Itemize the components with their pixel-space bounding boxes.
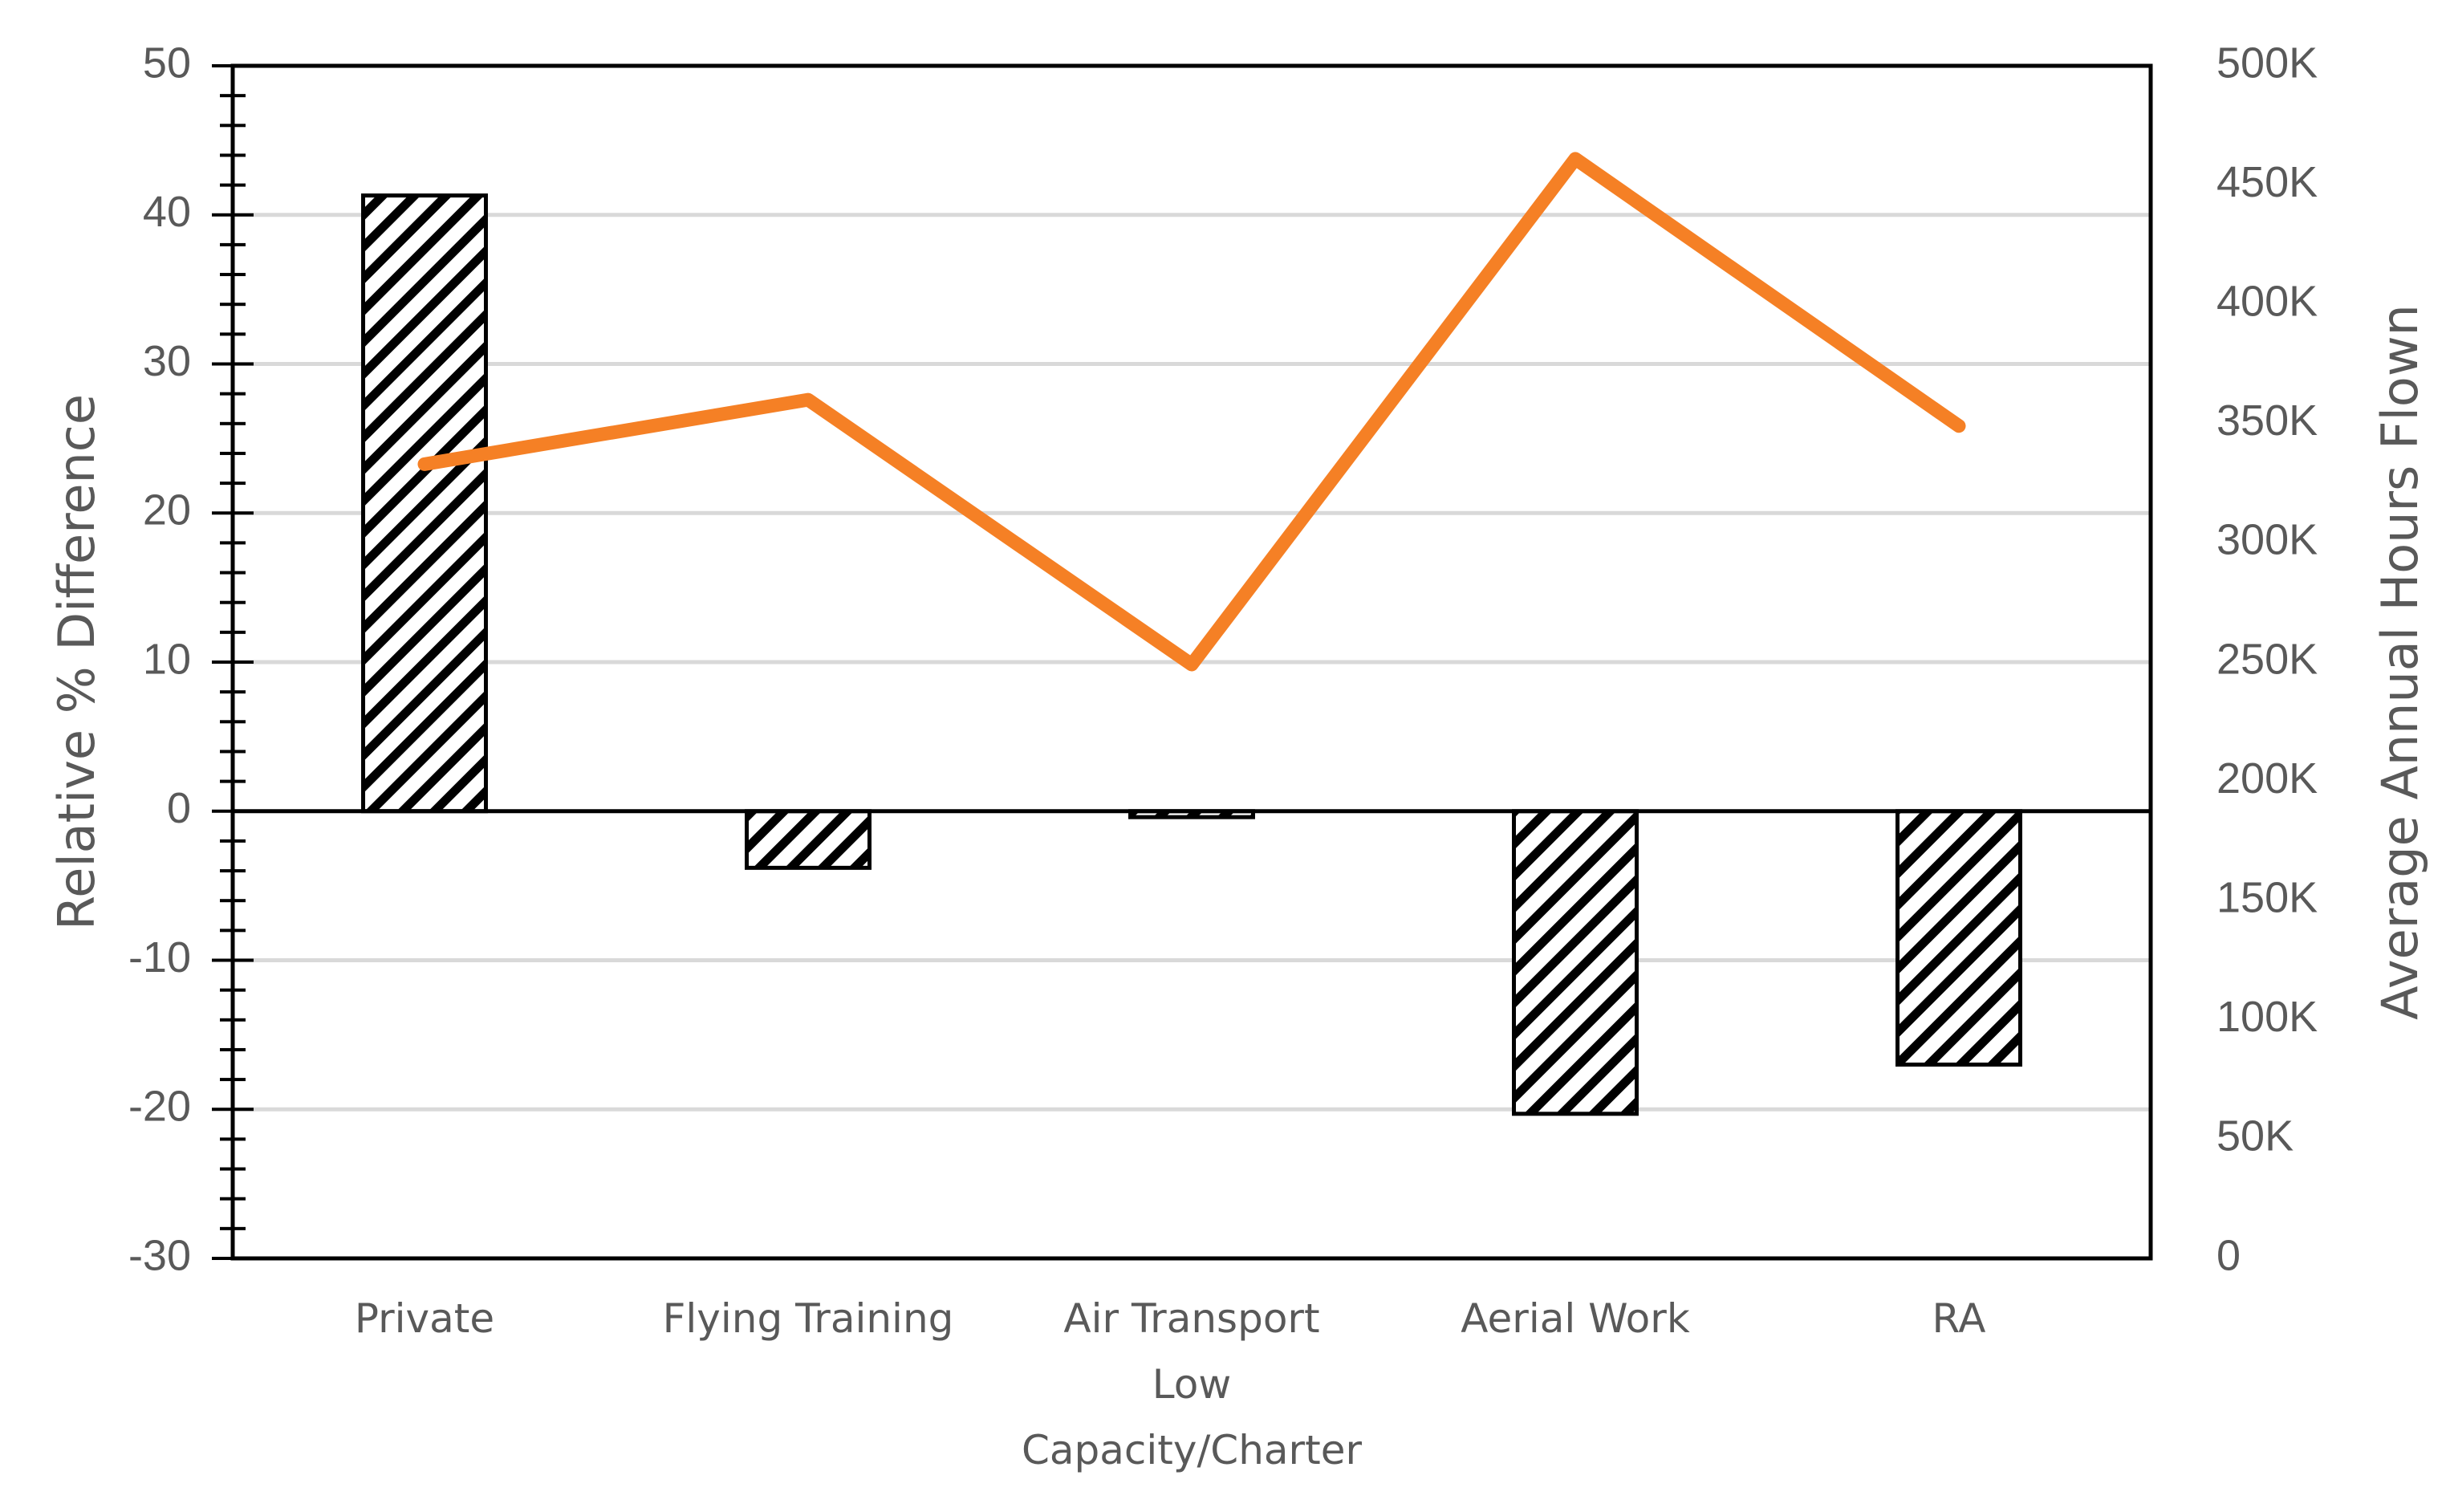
right-tick-label: 450K bbox=[2216, 158, 2318, 206]
left-tick-label: 10 bbox=[143, 635, 191, 683]
right-tick-label: 150K bbox=[2216, 873, 2318, 921]
right-tick-label: 200K bbox=[2216, 754, 2318, 803]
right-tick-label: 50K bbox=[2216, 1112, 2294, 1160]
right-axis-title: Average Annual Hours Flown bbox=[2371, 304, 2429, 1020]
right-tick-label: 500K bbox=[2216, 39, 2318, 87]
bar-series bbox=[361, 193, 2022, 1116]
line-series bbox=[417, 152, 1966, 672]
category-label-line: Low bbox=[1152, 1361, 1231, 1408]
left-tick-label: 20 bbox=[143, 486, 191, 534]
category-label-line: Private bbox=[355, 1295, 494, 1342]
hours-line bbox=[417, 152, 1966, 672]
category-label-line: Aerial Work bbox=[1461, 1295, 1690, 1342]
right-tick-label: 300K bbox=[2216, 516, 2318, 564]
left-tick-label: 30 bbox=[143, 337, 191, 385]
axes bbox=[212, 63, 2153, 1261]
left-tick-label: -10 bbox=[128, 933, 191, 982]
left-axis-title: Relative % Difference bbox=[47, 394, 106, 930]
category-label: Aerial Work bbox=[1461, 1295, 1690, 1342]
category-label: Private bbox=[355, 1295, 494, 1342]
left-tick-label: -30 bbox=[128, 1231, 191, 1279]
category-label: Flying Training bbox=[663, 1295, 954, 1342]
bar-1 bbox=[361, 193, 488, 814]
bar-5 bbox=[1895, 809, 2022, 1067]
right-tick-label: 400K bbox=[2216, 277, 2318, 325]
category-label-line: RA bbox=[1932, 1295, 1986, 1342]
right-tick-label: 0 bbox=[2216, 1231, 2241, 1279]
category-label-line: Flying Training bbox=[663, 1295, 954, 1342]
right-tick-label: 250K bbox=[2216, 635, 2318, 683]
category-label: RA bbox=[1932, 1295, 1986, 1342]
left-tick-label: 50 bbox=[143, 39, 191, 87]
left-tick-label: 40 bbox=[143, 188, 191, 236]
axis-labels: -30 -20 -10 0 10 20 30 40 50 0 50K 100K 150K 200K 250K… bbox=[47, 39, 2429, 1473]
bar-2 bbox=[745, 809, 872, 870]
right-tick-label: 100K bbox=[2216, 993, 2318, 1041]
bar-4 bbox=[1512, 809, 1639, 1116]
category-label-line: Air Transport bbox=[1063, 1295, 1319, 1342]
right-tick-label: 350K bbox=[2216, 396, 2318, 445]
left-tick-label: -20 bbox=[128, 1083, 191, 1131]
left-tick-label: 0 bbox=[167, 784, 191, 832]
category-label: Air Transport Low Capacity/Charter bbox=[1022, 1295, 1363, 1473]
category-label-line: Capacity/Charter bbox=[1022, 1427, 1363, 1473]
